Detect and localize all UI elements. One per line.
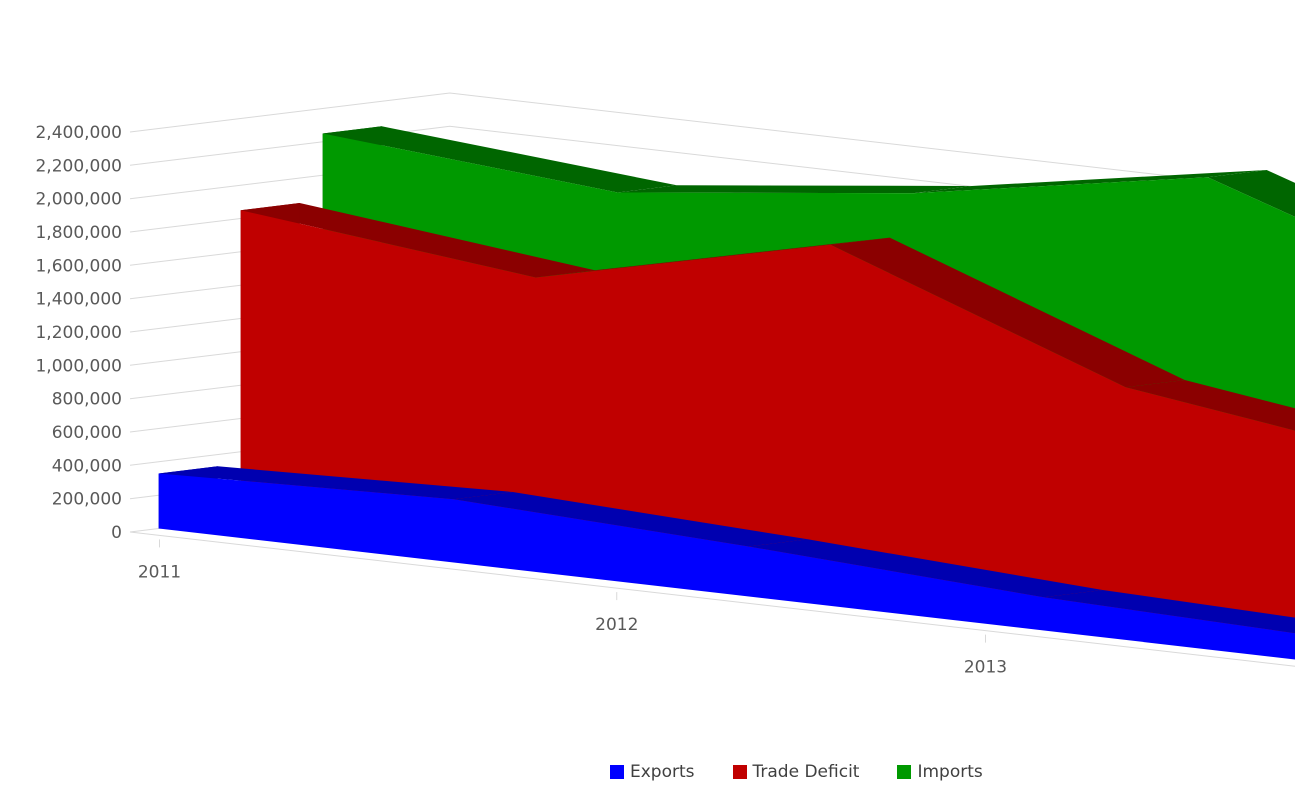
area-top-segment	[912, 170, 1267, 194]
y-tick-label: 1,800,000	[35, 223, 122, 243]
legend-label: Trade Deficit	[752, 762, 860, 782]
y-tick-label: 800,000	[52, 390, 122, 410]
area-top-segment	[748, 539, 1103, 598]
series-layer	[158, 126, 1295, 660]
y-tick-label: 2,200,000	[35, 156, 122, 176]
area-top-segment	[1207, 170, 1295, 217]
y-tick-label: 0	[111, 523, 122, 543]
y-tick-label: 400,000	[52, 456, 122, 476]
y-tick-label: 2,000,000	[35, 190, 122, 210]
y-tick-label: 1,400,000	[35, 290, 122, 310]
x-tick-label: 2011	[138, 562, 181, 582]
legend-swatch	[610, 765, 624, 779]
legend-item-exports: Exports	[610, 762, 695, 782]
y-tick-label: 1,200,000	[35, 323, 122, 343]
area-top-segment	[617, 185, 972, 194]
y-tick-label: 2,400,000	[35, 123, 122, 143]
series-exports	[158, 466, 1295, 660]
legend-swatch	[732, 765, 747, 779]
legend-item-trade-deficit: Trade Deficit	[732, 762, 860, 782]
y-tick-label: 600,000	[52, 423, 122, 443]
gridline	[129, 92, 1295, 191]
area-top-segment	[322, 126, 677, 193]
legend-label: Exports	[630, 762, 695, 782]
area-top-segment	[535, 237, 890, 278]
legend-label: Imports	[917, 762, 983, 782]
y-tick-label: 200,000	[52, 490, 122, 510]
y-tick-label: 1,000,000	[35, 356, 122, 376]
y-axis: 0 200,000 400,000 600,000 800,000 1,000,000 1,…	[35, 123, 122, 543]
area-top-segment	[158, 466, 513, 500]
legend-item-imports: Imports	[897, 762, 983, 782]
area-top-segment	[1043, 590, 1295, 634]
y-tick-label: 1,600,000	[35, 256, 122, 276]
x-tick-label: 2012	[595, 615, 638, 635]
gridline	[129, 125, 1295, 225]
area-top-segment	[830, 237, 1185, 388]
floor-edge	[129, 531, 1295, 667]
legend: Exports Trade Deficit Imports	[610, 760, 983, 784]
area-top-segment	[240, 203, 595, 278]
area-top-segment	[1125, 380, 1295, 431]
x-axis: 2011201220132014	[138, 539, 1007, 678]
legend-swatch	[897, 765, 912, 779]
area-front-face	[158, 473, 1295, 660]
x-tick-label: 2013	[964, 658, 1007, 678]
area-top-segment	[453, 492, 808, 547]
